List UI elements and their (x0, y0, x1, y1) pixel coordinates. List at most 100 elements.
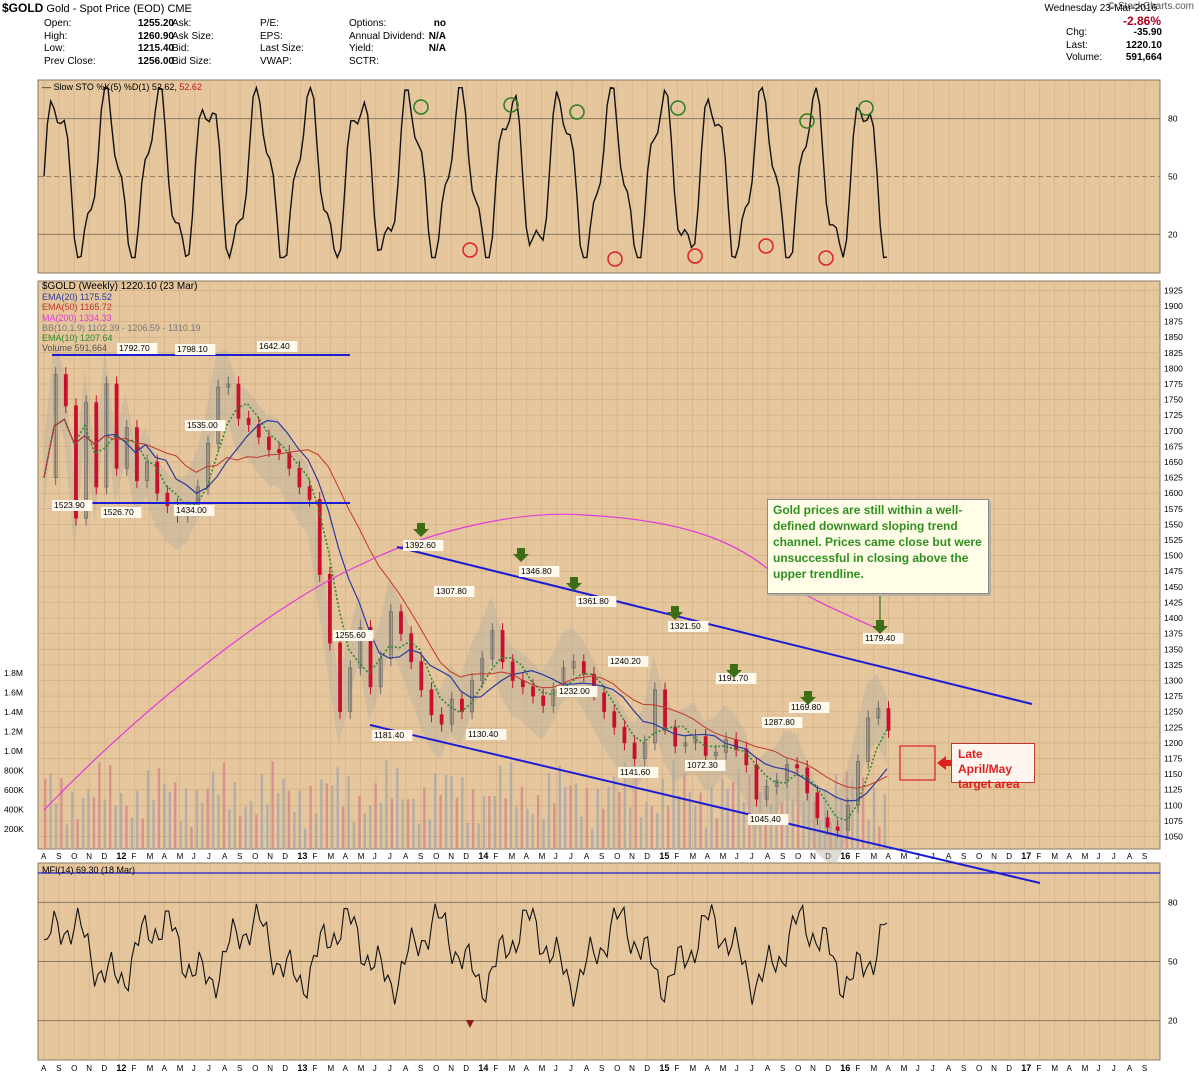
x-tick-label-bottom: M (1051, 1064, 1058, 1073)
volume-bar (710, 786, 713, 849)
candle-body (652, 689, 657, 744)
x-tick-label: 14 (478, 851, 488, 861)
candle-body (845, 804, 850, 831)
price-level-box (117, 343, 158, 354)
volume-bar (363, 813, 366, 849)
candle-body (94, 402, 99, 488)
x-tick-label-bottom: D (825, 1064, 831, 1073)
target-box (899, 745, 936, 781)
oversold-marker (758, 238, 774, 254)
volume-bar (639, 817, 643, 849)
volume-bar (704, 827, 708, 849)
mfi-low-marker (466, 1020, 474, 1028)
price-tick-label: 1900 (1164, 301, 1183, 311)
price-level-label: 1072.30 (687, 760, 718, 770)
x-tick-label-bottom: 15 (659, 1063, 669, 1073)
x-tick-label-bottom: A (524, 1064, 530, 1073)
volume-bar (325, 783, 329, 849)
candle-body (216, 386, 221, 444)
volume-tick-label: 800K (4, 766, 24, 776)
candle-body (886, 708, 891, 731)
candle-body (632, 742, 637, 759)
volume-bar (65, 824, 69, 849)
x-tick-label-bottom: A (343, 1064, 349, 1073)
x-tick-label: M (901, 852, 908, 861)
candle-body (795, 764, 799, 769)
candle-body (490, 630, 495, 660)
trend-callout: Gold prices are still within a well-defi… (767, 499, 989, 594)
x-tick-label-bottom: F (312, 1064, 317, 1073)
volume-bar (152, 799, 155, 849)
volume-bar (748, 774, 751, 849)
price-level-label: 1045.40 (750, 814, 781, 824)
price-level-box (101, 507, 142, 518)
volume-bar (845, 771, 849, 849)
price-legend-title: $GOLD (Weekly) 1220.10 (23 Mar) (42, 281, 198, 292)
x-tick-label-bottom: N (86, 1064, 92, 1073)
candle-body (744, 748, 749, 766)
x-tick-label: J (750, 852, 754, 861)
price-level-label: 1141.60 (620, 767, 650, 777)
x-tick-label-bottom: J (388, 1064, 392, 1073)
x-tick-label-bottom: N (448, 1064, 454, 1073)
volume-bar (179, 821, 182, 849)
volume-bar (125, 806, 128, 849)
price-level-box (434, 586, 475, 597)
price-level-label: 1255.60 (335, 630, 366, 640)
price-tick-label: 1050 (1164, 832, 1183, 842)
x-tick-label: D (644, 852, 650, 861)
green-arrow (413, 523, 429, 537)
candle-body (470, 680, 474, 713)
x-tick-label: O (433, 852, 439, 861)
volume-bar (526, 808, 529, 849)
volume-bar (547, 772, 551, 849)
volume-bar (867, 819, 870, 849)
volume-tick-label: 1.8M (4, 668, 23, 678)
volume-bar (428, 819, 431, 849)
volume-bar (434, 773, 437, 849)
volume-bar (98, 762, 101, 849)
price-tick-label: 1450 (1164, 582, 1183, 592)
volume-bar (872, 787, 876, 849)
overbought-marker (670, 100, 686, 116)
eps-label: EPS: (260, 30, 283, 42)
volume-bar (780, 802, 784, 849)
x-tick-label: J (1097, 852, 1101, 861)
x-tick-label-bottom: A (886, 1064, 892, 1073)
volume-bar (883, 794, 887, 849)
high-value: 1260.90 (137, 30, 174, 42)
ask-label: Ask: (172, 18, 192, 29)
x-tick-label: O (976, 852, 982, 861)
x-tick-label-bottom: J (916, 1064, 920, 1073)
volume-bar (585, 787, 589, 849)
x-tick-label-bottom: 17 (1021, 1063, 1031, 1073)
x-tick-label-bottom: J (569, 1064, 573, 1073)
price-level-box (174, 505, 215, 516)
x-tick-label-bottom: M (870, 1064, 877, 1073)
price-tick-label: 1550 (1164, 519, 1183, 529)
volume-bar (320, 779, 323, 849)
volume-bar (304, 828, 307, 849)
x-tick-label: A (403, 852, 409, 861)
volume-bar (542, 819, 545, 849)
volume-bar (54, 803, 58, 849)
green-arrow (566, 577, 582, 591)
volume-bar (71, 791, 74, 849)
symbol: $GOLD (2, 1, 44, 15)
price-tick-label: 1825 (1164, 348, 1183, 358)
x-tick-label-bottom: O (795, 1064, 801, 1073)
price-level-box (185, 420, 226, 431)
pe-label: P/E: (260, 18, 279, 29)
candle-body (764, 786, 769, 800)
volume-bar (683, 773, 686, 849)
volume-bar (672, 760, 675, 849)
x-tick-label: 16 (840, 851, 850, 861)
price-tick-label: 1350 (1164, 644, 1183, 654)
sto-tick-label: 80 (1168, 114, 1178, 124)
x-tick-label-bottom: A (765, 1064, 771, 1073)
candle-body (815, 792, 820, 819)
dividend-label: Annual Dividend: (349, 30, 425, 42)
price-level-label: 1232.00 (559, 686, 590, 696)
mfi-tick-label: 20 (1168, 1016, 1178, 1026)
x-tick-label-bottom: J (750, 1064, 754, 1073)
